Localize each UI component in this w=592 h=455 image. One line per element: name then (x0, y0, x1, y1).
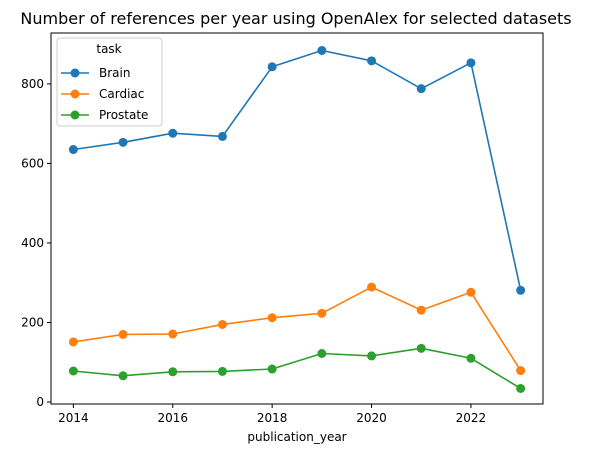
data-point-prostate (416, 343, 426, 353)
series-prostate (68, 343, 526, 393)
data-point-brain (68, 145, 78, 155)
data-point-prostate (68, 366, 78, 376)
y-axis: 0 200 400 600 800 (21, 77, 51, 409)
data-point-brain (217, 131, 227, 141)
data-point-prostate (118, 371, 128, 381)
legend-item-brain: Brain (61, 66, 130, 80)
x-tick-label: 2014 (58, 411, 89, 425)
data-point-prostate (217, 366, 227, 376)
y-tick-label: 200 (21, 315, 44, 329)
x-tick-label: 2022 (456, 411, 487, 425)
chart-title: Number of references per year using Open… (20, 9, 571, 28)
data-point-brain (317, 46, 327, 55)
series-line-prostate (73, 347, 522, 390)
legend-title: task (96, 42, 121, 56)
plot-frame (50, 32, 544, 405)
data-point-cardiac (118, 329, 128, 339)
data-point-cardiac (416, 305, 426, 315)
data-point-cardiac (516, 366, 526, 376)
legend-label-brain: Brain (99, 66, 130, 80)
data-point-prostate (466, 353, 476, 363)
series-line-cardiac (73, 286, 522, 372)
data-point-cardiac (367, 282, 377, 292)
data-point-cardiac (466, 287, 476, 297)
data-point-cardiac (217, 319, 227, 329)
legend-marker-cardiac (70, 89, 80, 99)
data-point-brain (516, 285, 526, 295)
data-point-brain (466, 58, 476, 68)
data-point-prostate (367, 351, 377, 361)
data-point-prostate (317, 349, 327, 358)
legend-marker-brain (70, 68, 80, 78)
data-point-cardiac (68, 337, 78, 347)
legend-marker-prostate (70, 110, 80, 120)
y-tick-label: 600 (21, 156, 44, 170)
x-tick-label: 2016 (157, 411, 188, 425)
data-point-prostate (516, 383, 526, 393)
data-point-brain (367, 56, 377, 66)
data-point-prostate (267, 364, 277, 374)
y-tick-label: 400 (21, 236, 44, 250)
legend: task Brain Cardiac Prostate (56, 37, 163, 127)
legend-item-prostate: Prostate (61, 108, 148, 122)
data-point-cardiac (267, 313, 277, 323)
data-point-prostate (168, 367, 178, 377)
data-point-cardiac (168, 329, 178, 339)
data-point-cardiac (317, 308, 327, 318)
legend-label-cardiac: Cardiac (99, 87, 144, 101)
data-point-brain (267, 62, 277, 72)
y-tick-label: 0 (36, 395, 44, 409)
x-tick-label: 2018 (257, 411, 288, 425)
legend-item-cardiac: Cardiac (61, 87, 144, 101)
data-point-brain (416, 84, 426, 94)
legend-label-prostate: Prostate (99, 108, 148, 122)
y-tick-label: 800 (21, 77, 44, 91)
data-point-brain (168, 128, 178, 138)
legend-items: Brain Cardiac Prostate (61, 66, 148, 122)
series-cardiac (68, 282, 526, 376)
x-tick-label: 2020 (356, 411, 387, 425)
x-axis: 2014 2016 2018 2020 2022 (58, 404, 486, 425)
data-point-brain (118, 137, 128, 147)
series-brain (68, 46, 526, 295)
plot-area (68, 46, 526, 393)
x-axis-label: publication_year (247, 430, 346, 444)
legend-box (56, 37, 163, 127)
series-line-brain (73, 49, 522, 291)
